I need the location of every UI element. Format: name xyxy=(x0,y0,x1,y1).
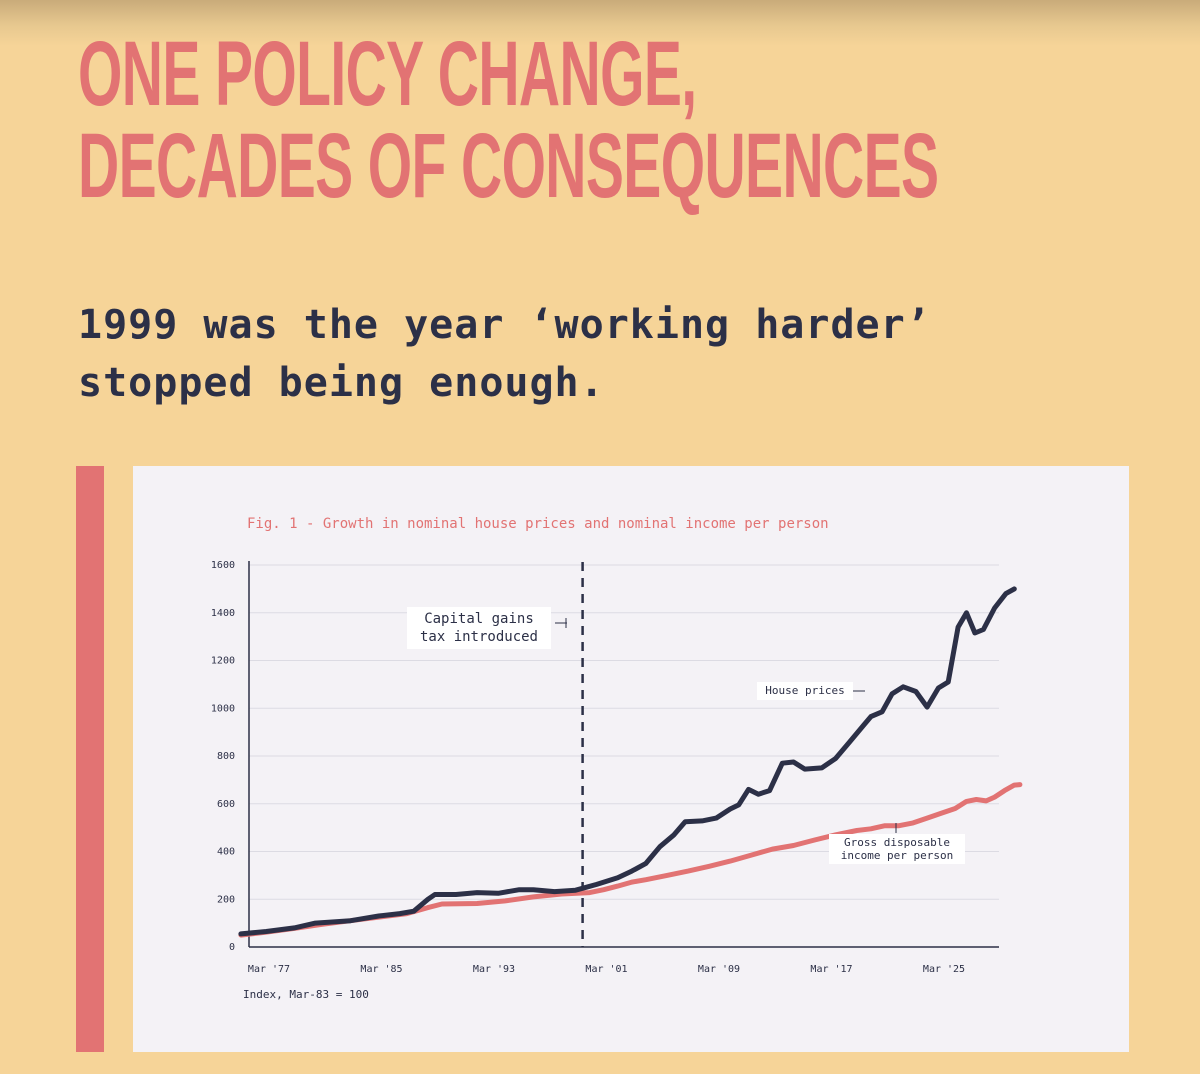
income-label: Gross disposable income per person xyxy=(829,834,965,864)
subtitle-line-2: stopped being enough. xyxy=(78,360,605,406)
y-tick-label: 1400 xyxy=(211,608,235,619)
x-tick-label: Mar '01 xyxy=(585,964,627,975)
policy-annotation: Capital gains tax introduced xyxy=(407,607,551,649)
y-tick-label: 1200 xyxy=(211,656,235,667)
y-tick-label: 1000 xyxy=(211,703,235,714)
headline-line-1: ONE POLICY CHANGE, xyxy=(78,23,697,125)
x-tick-label: Mar '85 xyxy=(360,964,402,975)
income-line xyxy=(238,782,1023,938)
y-tick-label: 400 xyxy=(217,847,235,858)
x-tick-label: Mar '25 xyxy=(923,964,965,975)
chart-title: Fig. 1 - Growth in nominal house prices … xyxy=(247,516,829,532)
policy-annotation-line-1: Capital gains xyxy=(424,611,534,627)
index-note: Index, Mar-83 = 100 xyxy=(243,988,369,1001)
top-shade xyxy=(0,0,1200,46)
house-prices-line xyxy=(238,586,1017,937)
line-chart: 0 200 400 600 800 1000 1200 1400 1600 Mar '77 Mar … xyxy=(211,560,1023,975)
house-prices-label-text: House prices xyxy=(765,684,845,697)
accent-bar xyxy=(76,466,104,1052)
x-tick-label: Mar '77 xyxy=(248,964,290,975)
subtitle: 1999 was the year ‘working harder’ stopp… xyxy=(78,296,1158,412)
headline-line-2: DECADES OF CONSEQUENCES xyxy=(78,115,939,217)
x-tick-label: Mar '93 xyxy=(473,964,515,975)
y-tick-label: 200 xyxy=(217,894,235,905)
y-tick-label: 600 xyxy=(217,799,235,810)
headline: ONE POLICY CHANGE, DECADES OF CONSEQUENC… xyxy=(78,23,939,217)
y-tick-label: 800 xyxy=(217,751,235,762)
income-label-line-1: Gross disposable xyxy=(844,836,950,849)
x-tick-label: Mar '17 xyxy=(810,964,852,975)
chart-card: Fig. 1 - Growth in nominal house prices … xyxy=(133,466,1129,1052)
house-prices-label: House prices xyxy=(757,682,853,700)
income-label-line-2: income per person xyxy=(840,849,954,862)
policy-annotation-line-2: tax introduced xyxy=(419,629,538,645)
x-tick-label: Mar '09 xyxy=(698,964,740,975)
subtitle-line-1: 1999 was the year ‘working harder’ xyxy=(78,302,931,348)
y-tick-label: 1600 xyxy=(211,560,235,571)
y-tick-label: 0 xyxy=(229,942,235,953)
